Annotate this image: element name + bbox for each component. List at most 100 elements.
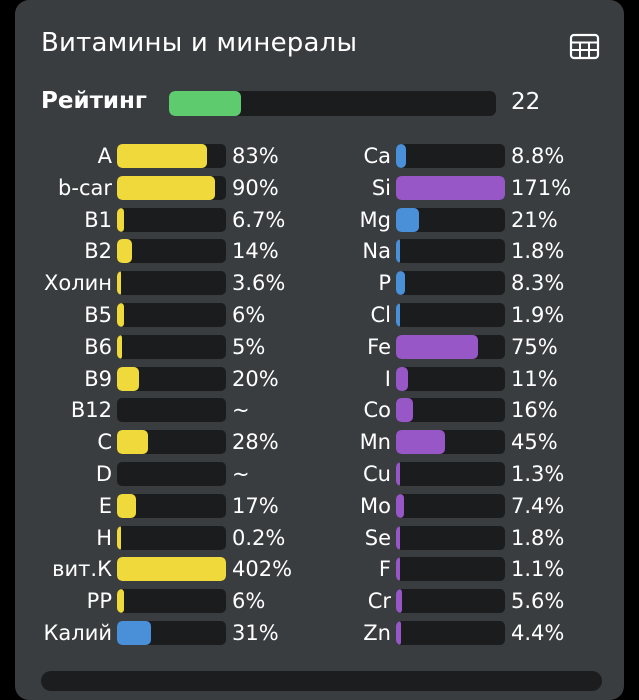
nutrient-bar-fill [396,494,404,518]
next-section-bar [41,671,602,691]
rating-bar-fill [169,91,241,116]
nutrient-bar [117,621,226,645]
nutrient-bar-fill [117,176,215,200]
nutrient-value: 28% [232,430,279,454]
nutrient-label: C [97,430,112,454]
nutrient-label: A [97,144,112,168]
nutrient-bar [396,239,505,263]
nutrient-bar [396,303,505,327]
nutrient-label: PP [86,589,112,613]
nutrient-bar [396,144,505,168]
nutrient-value: 171% [511,176,572,200]
nutrient-bar-fill [396,176,505,200]
nutrient-bar [117,239,226,263]
nutrient-value: 31% [232,621,279,645]
nutrient-label: b-car [58,176,112,200]
nutrient-bar-fill [396,462,400,486]
nutrient-value: 1.8% [511,526,565,550]
nutrient-value: 6% [232,303,266,327]
nutrient-value: 11% [511,367,558,391]
nutrient-value: 1.8% [511,239,565,263]
nutrient-label: Co [363,398,391,422]
nutrient-bar [117,271,226,295]
nutrient-label: Cl [370,303,392,327]
nutrient-bar [117,494,226,518]
nutrient-label: F [378,557,391,581]
nutrient-value: ~ [232,462,250,486]
nutrient-bar-fill [117,526,121,550]
nutrient-label: Mg [359,208,391,232]
nutrient-bar-fill [396,430,445,454]
nutrient-bar-fill [396,144,406,168]
nutrient-value: 16% [511,398,558,422]
nutrient-label: D [95,462,112,486]
nutrient-bar [396,176,505,200]
nutrient-bar-fill [396,526,400,550]
table-grid-icon [569,33,600,60]
nutrient-bar [117,526,226,550]
nutrient-label: вит.К [52,557,112,581]
nutrient-label: I [384,367,391,391]
nutrient-label: Mo [360,494,391,518]
nutrient-value: 20% [232,367,279,391]
nutrient-label: H [96,526,112,550]
nutrient-value: 1.1% [511,557,565,581]
nutrient-bar [117,176,226,200]
rating-value: 22 [511,89,541,115]
nutrient-value: 21% [511,208,558,232]
nutrient-bar-fill [117,367,139,391]
card-title: Витамины и минералы [41,28,358,58]
nutrient-bar [396,398,505,422]
nutrient-bar-fill [396,398,413,422]
nutrient-bar-fill [396,621,401,645]
nutrient-bar-fill [396,271,405,295]
nutrient-bar [117,303,226,327]
nutrient-value: 14% [232,239,279,263]
nutrient-bar [117,589,226,613]
nutrient-label: Холин [43,271,112,295]
nutrient-label: B6 [84,335,112,359]
nutrient-label: B9 [84,367,112,391]
nutrient-value: 17% [232,494,279,518]
nutrient-bar [117,430,226,454]
nutrient-bar [396,462,505,486]
nutrient-label: E [98,494,112,518]
nutrient-value: 83% [232,144,279,168]
nutrient-bar [396,271,505,295]
nutrient-bar-fill [396,208,419,232]
nutrient-bar-fill [117,430,148,454]
nutrient-bar [117,144,226,168]
nutrient-label: P [378,271,391,295]
table-view-button[interactable] [569,33,601,61]
vitamins-minerals-card [15,0,624,700]
nutrient-value: 4.4% [511,621,565,645]
nutrient-label: Mn [359,430,391,454]
nutrient-bar-fill [117,303,124,327]
nutrient-bar-fill [396,557,400,581]
nutrient-bar [117,462,226,486]
nutrient-label: Si [371,176,391,200]
rating-label: Рейтинг [41,88,147,114]
nutrient-label: Калий [43,621,113,645]
nutrient-value: 5% [232,335,266,359]
nutrient-value: 75% [511,335,558,359]
nutrient-label: Cu [363,462,391,486]
nutrient-value: 45% [511,430,558,454]
nutrient-bar [396,367,505,391]
nutrient-bar [396,335,505,359]
nutrient-value: 3.6% [232,271,286,295]
nutrient-label: B1 [84,208,112,232]
nutrient-bar [396,494,505,518]
nutrient-value: 90% [232,176,279,200]
nutrient-label: Fe [367,335,391,359]
nutrient-bar [117,335,226,359]
nutrient-bar [396,526,505,550]
nutrient-label: Cr [367,589,391,613]
nutrient-bar [396,208,505,232]
nutrient-label: B5 [84,303,112,327]
nutrient-value: 5.6% [511,589,565,613]
nutrient-bar-fill [117,208,124,232]
nutrient-value: 0.2% [232,526,286,550]
nutrient-bar-fill [396,303,400,327]
nutrient-bar-fill [117,144,207,168]
